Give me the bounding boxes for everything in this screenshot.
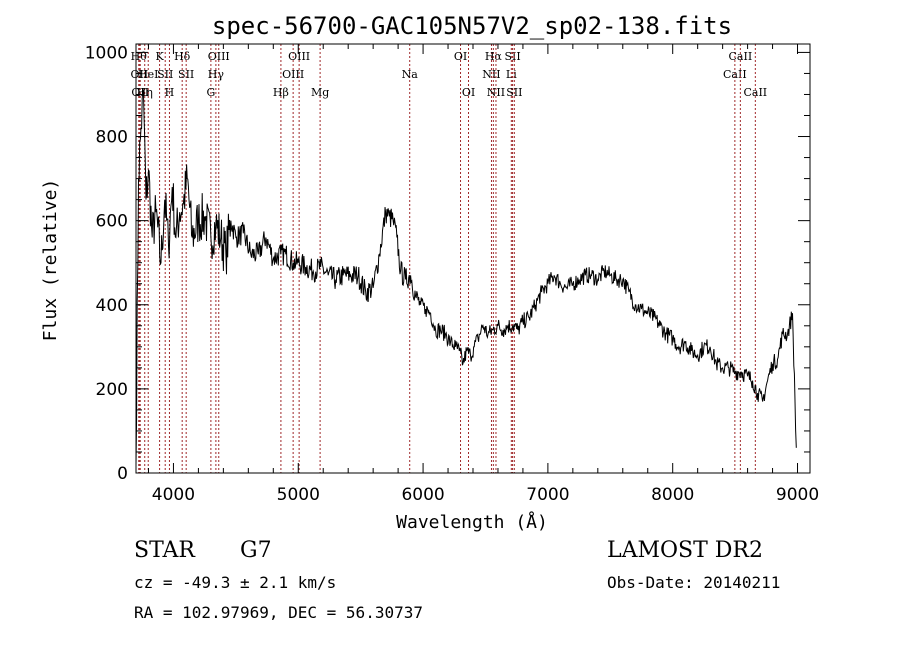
y-axis-label: Flux (relative) <box>40 179 61 342</box>
line-markers: HθOIIOIIHηHeIKSIIHHδSIIGHγOIIIHβOIIIOIII… <box>131 44 767 473</box>
marker-label-25: SII <box>506 86 522 99</box>
object-class: STAR <box>134 538 195 563</box>
marker-label-13: Hβ <box>273 86 289 99</box>
marker-label-23: Li <box>506 68 517 81</box>
survey-name: LAMOST DR2 <box>607 538 763 563</box>
marker-label-15: OIII <box>288 50 310 63</box>
marker-label-1: OII <box>131 68 149 81</box>
marker-label-9: SII <box>178 68 194 81</box>
x-tick-label-4000: 4000 <box>152 485 195 505</box>
marker-label-6: SII <box>157 68 173 81</box>
marker-label-17: Na <box>402 68 419 81</box>
marker-label-14: OIII <box>282 68 304 81</box>
y-tick-label-200: 200 <box>96 380 128 400</box>
y-tick-label-600: 600 <box>96 212 128 232</box>
y-tick-label-0: 0 <box>117 464 128 484</box>
y-tick-label-400: 400 <box>96 296 128 316</box>
plot-frame <box>135 43 811 474</box>
marker-label-24: SII <box>504 50 520 63</box>
marker-label-16: Mg <box>311 86 329 99</box>
x-tick-label-5000: 5000 <box>277 485 320 505</box>
marker-label-26: CaII <box>723 68 747 81</box>
y-tick-label-800: 800 <box>96 128 128 148</box>
x-tick-label-6000: 6000 <box>401 485 444 505</box>
marker-label-8: Hδ <box>174 50 191 63</box>
marker-label-7: H <box>165 86 175 99</box>
y-tick-label-1000: 1000 <box>85 43 128 63</box>
flux-series-line <box>135 89 797 465</box>
marker-label-3: Hη <box>137 86 153 99</box>
marker-label-20: NII <box>482 68 500 81</box>
marker-label-10: G <box>206 86 215 99</box>
y-axis: 0 200 400 600 800 1000 <box>85 43 810 484</box>
marker-label-19: OI <box>462 86 475 99</box>
coordinates: RA = 102.97969, DEC = 56.30737 <box>134 603 423 622</box>
chart-title: spec-56700-GAC105N57V2_sp02-138.fits <box>212 12 732 40</box>
x-tick-label-8000: 8000 <box>651 485 694 505</box>
x-axis-label: Wavelength (Å) <box>396 511 548 533</box>
marker-label-4: HeI <box>138 68 158 81</box>
marker-label-22: NII <box>487 86 505 99</box>
object-subclass: G7 <box>240 538 272 563</box>
redshift-value: cz = -49.3 ± 2.1 km/s <box>134 573 337 592</box>
marker-label-18: OI <box>454 50 467 63</box>
x-tick-label-9000: 9000 <box>776 485 819 505</box>
marker-label-12: OIII <box>208 50 230 63</box>
x-tick-label-7000: 7000 <box>526 485 569 505</box>
marker-label-5: K <box>155 50 164 63</box>
marker-label-21: Hα <box>485 50 503 63</box>
marker-label-27: CaII <box>729 50 753 63</box>
x-axis: 4000 5000 6000 7000 8000 9000 <box>147 44 819 505</box>
obs-date: Obs-Date: 20140211 <box>607 573 781 592</box>
marker-label-28: CaII <box>743 86 767 99</box>
marker-label-11: Hγ <box>208 68 225 81</box>
